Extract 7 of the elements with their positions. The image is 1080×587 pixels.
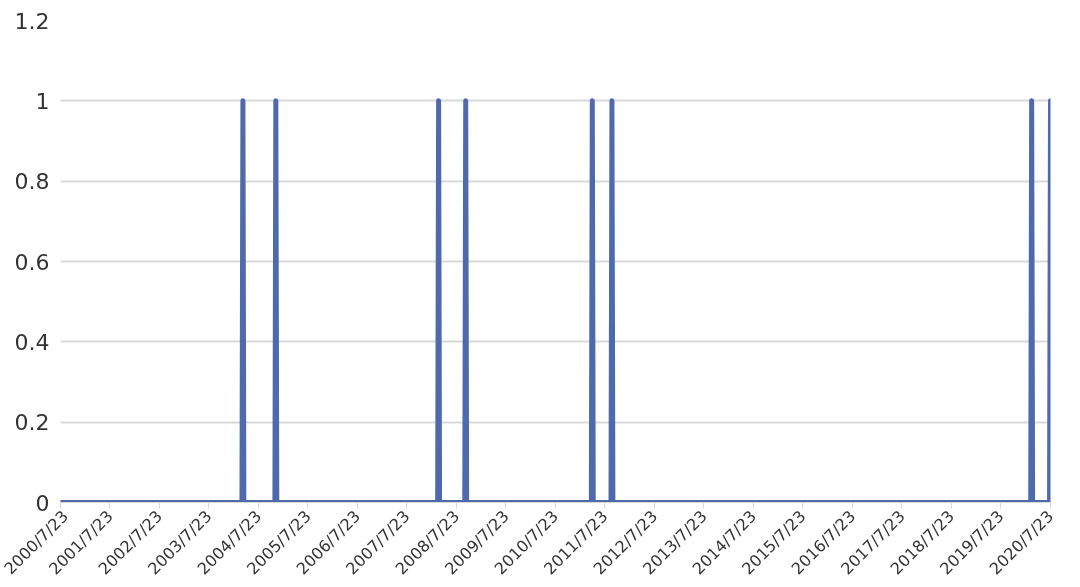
y-tick-label: 1.2 — [14, 8, 50, 34]
y-tick-label: 0.6 — [14, 249, 50, 275]
y-tick-label: 0 — [35, 490, 50, 516]
y-tick-label: 0.4 — [14, 329, 50, 355]
y-tick-label: 1 — [35, 88, 50, 114]
y-tick-label: 0.8 — [14, 169, 50, 195]
y-tick-label: 0.2 — [14, 410, 50, 436]
